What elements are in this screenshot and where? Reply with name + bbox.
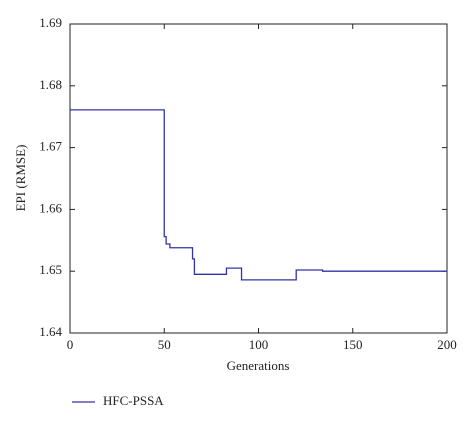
y-axis-label: EPI (RMSE)	[13, 145, 28, 212]
plot-frame	[69, 23, 448, 334]
y-tick-label: 1.68	[39, 77, 62, 92]
x-axis-label: Generations	[227, 358, 290, 373]
x-tick-label: 150	[343, 337, 363, 352]
y-tick-label: 1.64	[39, 324, 62, 339]
y-tick-label: 1.66	[39, 200, 62, 215]
x-tick-label: 100	[249, 337, 269, 352]
series-line	[70, 109, 447, 281]
y-tick-label: 1.67	[39, 139, 62, 154]
y-tick-label: 1.69	[39, 15, 62, 30]
x-tick-label: 50	[158, 337, 171, 352]
legend-label: HFC-PSSA	[103, 393, 164, 408]
x-tick-label: 200	[437, 337, 457, 352]
y-tick-label: 1.65	[39, 262, 62, 277]
x-tick-label: 0	[67, 337, 74, 352]
